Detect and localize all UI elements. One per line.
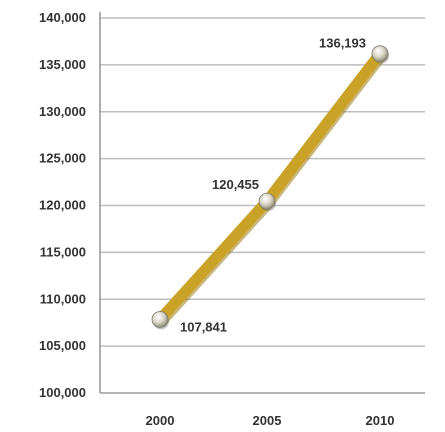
data-label-2000: 107,841 xyxy=(180,319,227,334)
y-tick-label: 100,000 xyxy=(39,385,86,400)
x-tick-label: 2000 xyxy=(146,413,175,428)
axes xyxy=(99,12,425,394)
y-tick-label: 105,000 xyxy=(39,338,86,353)
y-tick-label: 110,000 xyxy=(40,291,86,306)
data-labels: 107,841 120,455 136,193 xyxy=(180,36,366,335)
y-tick-label: 125,000 xyxy=(39,151,86,166)
y-tick-label: 135,000 xyxy=(39,57,86,72)
x-axis-tick-labels: 2000 2005 2010 xyxy=(146,413,395,428)
data-points xyxy=(151,45,389,330)
data-point-2005 xyxy=(258,192,276,210)
y-tick-label: 140,000 xyxy=(39,10,86,25)
data-label-2010: 136,193 xyxy=(319,36,366,51)
y-axis-tick-labels: 100,000 105,000 110,000 115,000 120,000 125,0… xyxy=(39,10,86,400)
series-line xyxy=(154,48,387,328)
data-point-2000 xyxy=(151,311,169,328)
grid-lines xyxy=(100,17,425,347)
data-label-2005: 120,455 xyxy=(212,177,259,192)
y-tick-label: 115,000 xyxy=(40,244,86,259)
y-tick-label: 120,000 xyxy=(39,198,86,213)
series-line-path xyxy=(154,48,386,325)
y-tick-label: 130,000 xyxy=(39,104,86,119)
x-tick-label: 2005 xyxy=(253,413,282,428)
data-point-2010 xyxy=(371,45,389,63)
x-tick-label: 2010 xyxy=(366,413,395,428)
